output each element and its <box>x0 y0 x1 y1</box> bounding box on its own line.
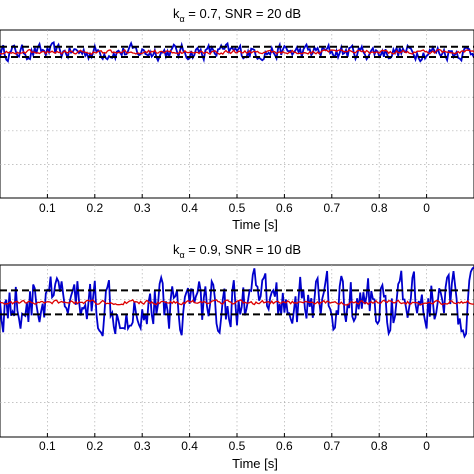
bottom-title: kα = 0.9, SNR = 10 dB <box>173 242 301 260</box>
top-title-sub: α <box>179 14 184 24</box>
bottom-series <box>0 266 474 339</box>
bottom-x-tick-label: 0.2 <box>86 439 103 453</box>
top-x-ticks: 0.1 0.2 0.3 0.4 0.5 0.6 0.7 0.8 0 <box>39 194 430 215</box>
bottom-title-rest: = 0.9, SNR = 10 dB <box>185 242 301 257</box>
bottom-title-sub: α <box>179 250 184 260</box>
top-x-tick-label: 0.5 <box>229 201 246 215</box>
bottom-x-tick-label: 0.3 <box>134 439 151 453</box>
top-x-tick-label: 0.7 <box>323 201 340 215</box>
top-estimate-line <box>0 48 474 56</box>
top-x-tick-label: 0.3 <box>134 201 151 215</box>
bottom-grid <box>0 265 474 437</box>
bottom-signal-line <box>0 266 474 339</box>
bottom-x-ticks: 0.1 0.2 0.3 0.4 0.5 0.6 0.7 0.8 0 <box>39 433 430 453</box>
bottom-x-tick-label: 0.7 <box>323 439 340 453</box>
bottom-x-tick-label: 0.6 <box>276 439 293 453</box>
top-x-axis-label: Time [s] <box>232 217 278 232</box>
bottom-x-tick-label: 0.4 <box>181 439 198 453</box>
bottom-title-k: k <box>173 242 180 257</box>
bottom-x-tick-label: 0.8 <box>371 439 388 453</box>
top-series <box>0 40 474 64</box>
top-x-tick-label: 0.2 <box>86 201 103 215</box>
top-x-tick-label: 0 <box>423 201 430 215</box>
top-title: kα = 0.7, SNR = 20 dB <box>173 6 301 24</box>
top-panel: kα = 0.7, SNR = 20 dB 0.1 0.2 0.3 0.4 0.5 0.6… <box>0 6 474 232</box>
top-x-tick-label: 0.6 <box>276 201 293 215</box>
top-x-tick-label: 0.8 <box>371 201 388 215</box>
top-x-tick-label: 0.1 <box>39 201 56 215</box>
bottom-x-axis-label: Time [s] <box>232 456 278 471</box>
top-title-rest: = 0.7, SNR = 20 dB <box>185 6 301 21</box>
bottom-x-tick-label: 0.1 <box>39 439 56 453</box>
bottom-panel: kα = 0.9, SNR = 10 dB 0.1 0.2 0.3 0.4 0.5 0.6… <box>0 242 474 471</box>
bottom-estimate-line <box>0 299 474 306</box>
bottom-x-tick-label: 0.5 <box>229 439 246 453</box>
top-x-tick-label: 0.4 <box>181 201 198 215</box>
top-title-k: k <box>173 6 180 21</box>
top-grid <box>0 30 474 198</box>
bottom-x-tick-label: 0 <box>423 439 430 453</box>
